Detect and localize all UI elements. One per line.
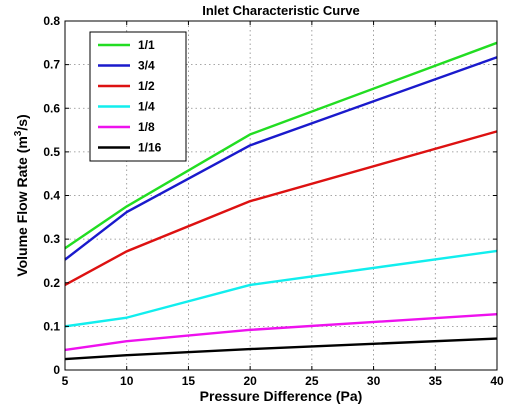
x-tick-label: 35	[429, 374, 443, 388]
legend-label: 1/1	[138, 38, 155, 52]
x-tick-label: 15	[182, 374, 196, 388]
y-tick-label: 0.7	[43, 58, 60, 72]
legend-label: 1/4	[138, 100, 155, 114]
legend-label: 1/2	[138, 79, 155, 93]
y-tick-label: 0.8	[43, 14, 60, 28]
y-axis-label: Volume Flow Rate (m3/s)	[13, 114, 30, 276]
series-line-1-8	[64, 312, 498, 352]
y-tick-label: 0	[53, 363, 60, 377]
y-axis-label-end: /s)	[14, 114, 30, 130]
legend-label: 1/8	[138, 120, 155, 134]
y-tick-label: 0.5	[43, 145, 60, 159]
x-tick-label: 40	[490, 374, 504, 388]
legend-label: 3/4	[138, 59, 155, 73]
y-tick-label: 0.3	[43, 232, 60, 246]
series-layer	[64, 41, 498, 361]
x-tick-label: 10	[120, 374, 134, 388]
x-axis-label: Pressure Difference (Pa)	[200, 388, 363, 404]
y-tick-label: 0.2	[43, 276, 60, 290]
legend-box	[89, 31, 187, 162]
series-line-1-4	[64, 249, 498, 328]
y-tick-label: 0.1	[43, 319, 60, 333]
tick-layer: 5 10 15 20 25 30 35 40 0 0.1 0.2 0.3 0.4 0.5 0.6 0.7 0.8	[43, 14, 504, 388]
x-tick-label: 20	[243, 374, 257, 388]
y-axis-label-superscript: 3	[13, 130, 24, 136]
y-axis-label-main: Volume Flow Rate (m	[14, 136, 30, 277]
series-line-1-16	[64, 337, 498, 361]
y-tick-label: 0.4	[43, 189, 60, 203]
y-tick-label: 0.6	[43, 101, 60, 115]
series-line-1-2	[64, 130, 498, 286]
x-tick-label: 30	[367, 374, 381, 388]
legend-label: 1/16	[138, 141, 162, 155]
series-line-1-1	[64, 41, 498, 250]
legend: 1/1 3/4 1/2 1/4 1/8 1/16	[89, 31, 187, 162]
x-tick-label: 5	[62, 374, 69, 388]
x-tick-label: 25	[305, 374, 319, 388]
series-line-3-4	[64, 56, 498, 261]
chart-title: Inlet Characteristic Curve	[202, 3, 360, 18]
